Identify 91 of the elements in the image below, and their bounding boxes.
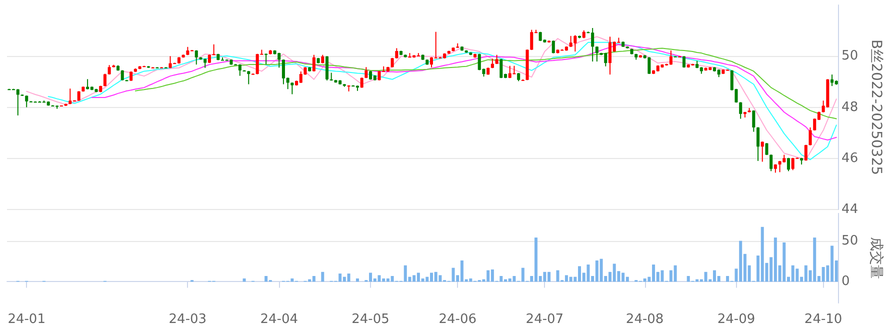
- bar: [452, 268, 455, 282]
- bar: [508, 278, 512, 282]
- bar: [556, 270, 560, 282]
- candlestick: [530, 29, 534, 50]
- y-tick-label: 48: [842, 100, 858, 115]
- bar: [312, 276, 316, 282]
- bar: [796, 268, 799, 282]
- bar: [404, 265, 407, 282]
- y-tick-label: 46: [842, 150, 858, 166]
- bar: [438, 275, 442, 282]
- bar: [500, 276, 503, 282]
- candlestick: [212, 44, 216, 56]
- bar: [726, 276, 730, 282]
- x-tick-label: 24-06: [438, 312, 476, 327]
- bar: [782, 242, 786, 282]
- bar: [760, 226, 764, 282]
- bar: [674, 265, 677, 282]
- candlestick: [669, 50, 672, 66]
- candlestick: [552, 40, 555, 54]
- candlestick: [77, 90, 80, 102]
- y-axis-title: B丝2022-20250325: [868, 39, 884, 176]
- bar: [264, 276, 268, 282]
- candlestick: [756, 126, 760, 162]
- candlestick: [512, 65, 516, 74]
- y-tick-label: 50: [842, 233, 858, 248]
- x-tick-label: 24-04: [260, 312, 298, 327]
- candlestick: [786, 157, 790, 172]
- bar: [686, 276, 690, 282]
- x-tick-label: 24-01: [8, 312, 46, 327]
- x-tick-label: 24-08: [626, 312, 664, 327]
- bar: [426, 276, 429, 282]
- x-tick-label: 24-05: [352, 312, 390, 327]
- bar: [434, 272, 438, 282]
- bar: [813, 238, 816, 282]
- bar: [626, 276, 629, 282]
- bar: [512, 276, 516, 282]
- bar: [543, 272, 546, 282]
- candlestick: [574, 34, 577, 52]
- candlestick: [256, 53, 259, 75]
- y-tick-label: 50: [842, 48, 858, 64]
- bar: [660, 270, 664, 282]
- candlestick: [360, 77, 364, 88]
- y-tick-label: 0: [842, 274, 850, 290]
- candlestick: [68, 88, 72, 105]
- bar: [290, 278, 294, 282]
- x-tick-label: 24-09: [717, 312, 756, 327]
- candlestick: [194, 50, 198, 66]
- bar: [356, 278, 359, 282]
- bar: [347, 274, 350, 282]
- x-tick-label: 24-10: [804, 312, 842, 327]
- bar: [378, 275, 381, 282]
- candlestick: [508, 65, 512, 79]
- candlestick: [264, 53, 268, 65]
- y-tick-label: 44: [842, 202, 858, 217]
- x-tick-label: 24-07: [526, 312, 564, 327]
- candlestick: [120, 70, 124, 81]
- bar: [586, 264, 590, 282]
- bar: [643, 278, 646, 282]
- bar: [390, 276, 394, 282]
- candlestick: [430, 56, 434, 68]
- candlestick: [247, 70, 250, 85]
- candlestick: [791, 157, 794, 171]
- candlestick: [103, 73, 106, 87]
- candlestick: [416, 52, 420, 56]
- candlestick: [16, 88, 20, 116]
- bar: [600, 258, 603, 282]
- candlestick: [648, 56, 651, 75]
- candlestick: [752, 110, 756, 132]
- candlestick: [168, 56, 172, 69]
- candlestick: [604, 52, 608, 67]
- candlestick: [608, 36, 612, 76]
- y-axis-title: 成交量: [868, 237, 884, 279]
- bar: [791, 265, 794, 282]
- bar: [822, 267, 825, 282]
- candlestick: [739, 102, 742, 120]
- bar: [321, 272, 324, 282]
- x-tick-label: 24-03: [168, 312, 207, 327]
- bar: [242, 278, 246, 282]
- bar: [569, 276, 572, 282]
- bar: [612, 264, 616, 282]
- candlestick: [395, 48, 398, 59]
- candlestick: [808, 126, 812, 146]
- bar: [704, 272, 708, 282]
- candlestick: [760, 141, 764, 162]
- candlestick: [312, 54, 316, 72]
- candlestick: [325, 56, 329, 81]
- candlestick: [569, 35, 572, 48]
- candlestick: [765, 142, 768, 156]
- candlestick: [770, 154, 773, 172]
- bar: [469, 278, 472, 282]
- candlestick: [595, 46, 598, 62]
